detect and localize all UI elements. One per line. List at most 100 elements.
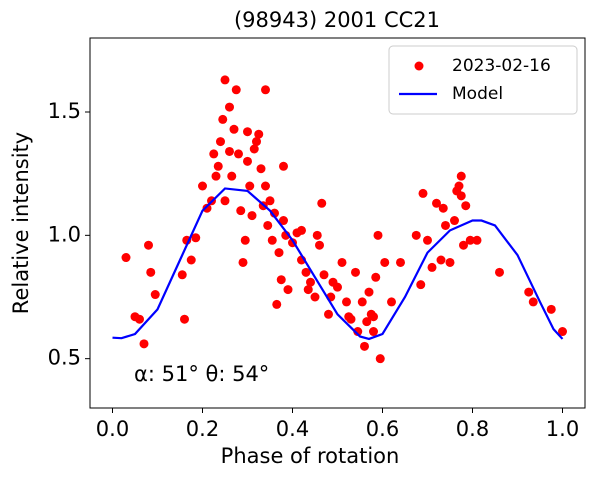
data-point bbox=[495, 267, 504, 277]
x-tick-label: 0.8 bbox=[456, 417, 489, 441]
data-point bbox=[369, 312, 378, 322]
data-point bbox=[238, 257, 248, 267]
data-point bbox=[267, 235, 277, 245]
data-point bbox=[324, 309, 333, 319]
y-tick-label: 1.0 bbox=[48, 222, 81, 246]
data-point bbox=[213, 161, 223, 171]
data-point bbox=[357, 297, 367, 307]
data-point bbox=[456, 171, 466, 181]
data-point bbox=[261, 181, 270, 191]
data-point bbox=[317, 198, 327, 208]
plot-frame bbox=[89, 37, 586, 409]
data-point bbox=[234, 149, 243, 159]
data-point bbox=[274, 248, 284, 258]
data-point bbox=[369, 327, 378, 337]
data-point bbox=[227, 171, 237, 181]
data-point bbox=[121, 253, 131, 263]
data-point bbox=[276, 275, 286, 285]
data-point bbox=[256, 164, 266, 174]
data-point bbox=[351, 267, 360, 277]
x-axis-label: Phase of rotation bbox=[221, 444, 400, 468]
data-point bbox=[333, 282, 342, 292]
data-point bbox=[472, 235, 482, 245]
data-point bbox=[139, 339, 149, 349]
data-point bbox=[186, 255, 196, 265]
data-point bbox=[211, 171, 221, 181]
data-point bbox=[265, 196, 275, 206]
data-point bbox=[319, 270, 329, 280]
data-point bbox=[546, 304, 556, 314]
data-point bbox=[135, 314, 144, 324]
data-point bbox=[427, 262, 437, 272]
data-point bbox=[450, 216, 459, 226]
data-point bbox=[524, 287, 534, 297]
data-point bbox=[364, 287, 374, 297]
data-point bbox=[247, 211, 257, 221]
data-point bbox=[456, 191, 466, 201]
annotation: α: 51° θ: 54° bbox=[134, 362, 269, 386]
legend-box bbox=[388, 45, 578, 115]
data-point bbox=[243, 156, 252, 166]
data-point bbox=[312, 230, 322, 240]
data-point bbox=[177, 270, 187, 280]
data-point bbox=[301, 267, 311, 277]
data-point bbox=[459, 240, 468, 250]
data-point bbox=[423, 235, 432, 245]
data-point bbox=[445, 257, 455, 267]
x-tick-label: 0.0 bbox=[96, 417, 129, 441]
x-tick-label: 1.0 bbox=[546, 417, 579, 441]
data-point bbox=[438, 203, 448, 213]
model-line bbox=[112, 187, 564, 341]
data-point bbox=[303, 285, 313, 295]
data-point bbox=[225, 102, 234, 112]
data-point bbox=[225, 146, 234, 156]
legend-label: 2023-02-16 bbox=[452, 56, 551, 76]
data-point bbox=[216, 137, 225, 147]
x-tick-label: 0.6 bbox=[366, 417, 399, 441]
data-point bbox=[283, 285, 293, 295]
data-point bbox=[220, 75, 230, 85]
chart-title: (98943) 2001 CC21 bbox=[234, 8, 440, 32]
data-point bbox=[558, 327, 567, 337]
data-point bbox=[310, 292, 320, 302]
data-point bbox=[371, 272, 381, 282]
data-point bbox=[245, 181, 255, 191]
data-point bbox=[373, 230, 383, 240]
x-tick-label: 0.2 bbox=[186, 417, 219, 441]
data-point bbox=[279, 216, 288, 226]
data-point bbox=[396, 257, 405, 267]
data-point bbox=[337, 257, 347, 267]
data-point bbox=[150, 290, 160, 300]
data-point bbox=[346, 314, 356, 324]
data-point bbox=[360, 341, 369, 351]
data-point bbox=[454, 181, 464, 191]
data-point bbox=[180, 314, 189, 324]
data-point bbox=[380, 257, 390, 267]
data-point bbox=[231, 85, 241, 95]
data-point bbox=[411, 230, 421, 240]
data-point bbox=[146, 267, 156, 277]
data-point bbox=[465, 235, 475, 245]
data-point bbox=[191, 233, 201, 243]
data-point bbox=[315, 240, 324, 250]
data-point bbox=[202, 203, 212, 213]
data-point bbox=[254, 129, 264, 139]
data-point bbox=[243, 127, 252, 137]
data-point bbox=[252, 137, 261, 147]
x-tick-label: 0.4 bbox=[276, 417, 309, 441]
data-point bbox=[528, 297, 538, 307]
data-point bbox=[306, 277, 315, 287]
data-point bbox=[240, 235, 250, 245]
data-point bbox=[418, 188, 428, 198]
data-point bbox=[236, 206, 246, 216]
data-point bbox=[209, 149, 219, 159]
data-point bbox=[218, 114, 228, 124]
data-point bbox=[144, 240, 153, 250]
data-point bbox=[342, 297, 351, 307]
data-point bbox=[387, 297, 396, 307]
data-point bbox=[362, 317, 372, 327]
data-point bbox=[263, 220, 273, 230]
data-point bbox=[229, 124, 239, 134]
data-point bbox=[272, 299, 282, 309]
